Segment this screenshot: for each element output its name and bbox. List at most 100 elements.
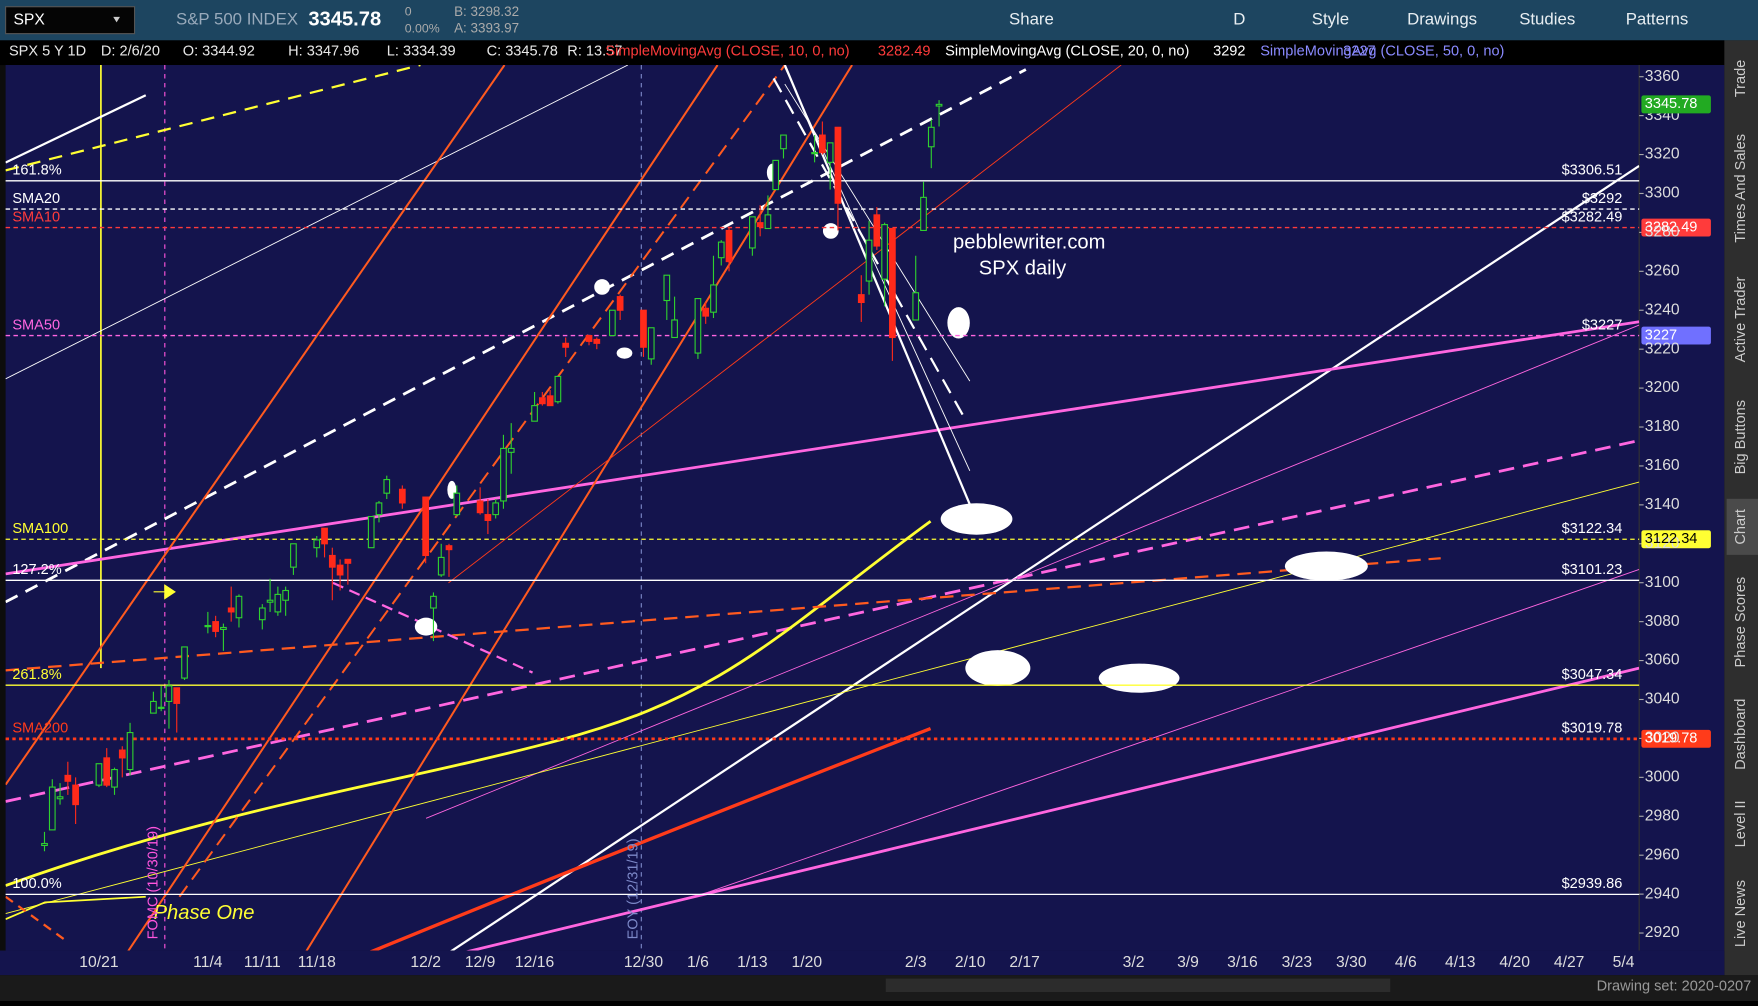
trendline [5,94,147,164]
y-tick-label: 3140 [1645,496,1680,513]
trendline [772,77,968,423]
level-value: $3047.34 [1562,667,1623,683]
trendline [450,164,1640,951]
ellipse [1098,663,1180,693]
last-price-badge-label: 3345.78 [1645,96,1698,112]
candle-body [453,492,461,516]
level-value: $2939.86 [1562,876,1623,892]
symbol-box[interactable] [5,6,136,35]
annotation: EOY (12/31/19) [625,838,641,939]
x-axis-bar [0,950,1725,976]
dropdown-icon[interactable] [113,16,120,23]
candle-body [204,624,212,628]
info-bar [0,40,1725,66]
y-tick-label: 3020 [1645,730,1680,747]
info-field: O: 3344.92 [183,43,255,59]
side-tab[interactable]: Level II [1733,800,1749,847]
x-tick-label: 11/4 [193,954,223,971]
y-tick-label: 3360 [1645,68,1680,85]
toolbar-button[interactable]: Drawings [1407,10,1477,29]
candle-body [95,763,103,786]
x-tick-label: 2/3 [905,954,927,971]
trendline [5,557,1441,672]
level-label: SMA20 [12,191,60,207]
ellipse [1284,551,1368,581]
candle-body [41,842,48,847]
toolbar-button[interactable]: Style [1312,10,1349,29]
candle-body [150,700,157,714]
candle-body [328,554,336,568]
level-label: SMA10 [12,209,60,225]
x-tick-label: 4/6 [1395,954,1417,971]
candle-body [173,687,181,704]
toolbar-button[interactable]: Patterns [1626,10,1689,29]
info-field: SPX 5 Y 1D [9,43,86,59]
scroll-thumb[interactable] [885,978,1391,993]
x-tick-label: 10/21 [79,954,118,971]
y-tick-label: 3080 [1645,613,1680,630]
scrollbar[interactable] [0,975,1758,1001]
side-tab[interactable]: Chart [1733,509,1749,545]
side-tab[interactable]: Dashboard [1733,699,1749,770]
y-tick-label: 3260 [1645,262,1680,279]
drawing-set: Drawing set: 2020-0207 [1597,978,1752,994]
level-label: SMA200 [12,721,68,737]
description: S&P 500 INDEX [176,10,298,29]
y-tick-label: 2960 [1645,846,1680,863]
trendline [783,65,971,505]
trendline [5,65,421,172]
active-tab [1726,498,1758,555]
candle-body [313,539,321,549]
y-tick-label: 3040 [1645,691,1680,708]
candle-body [663,274,671,302]
level-label: 127.2% [12,562,61,578]
info-field: C: 3345.78 [487,43,558,59]
ellipse [414,617,438,636]
toolbar-button[interactable]: D [1233,10,1245,29]
x-tick-label: 3/16 [1227,954,1258,971]
side-tab[interactable]: Active Trader [1733,276,1749,362]
candle-body [321,527,328,545]
candle-body [181,646,188,679]
change-pct: 0.00% [405,21,440,35]
y-tick-label: 3100 [1645,574,1680,591]
candle-body [912,292,920,321]
toolbar-button[interactable]: Share [1009,10,1054,29]
x-tick-label: 12/2 [410,954,441,971]
x-tick-label: 1/13 [737,954,768,971]
side-tab[interactable]: Trade [1733,60,1749,98]
level-label: 261.8% [12,667,61,683]
drawings [5,65,1640,951]
candle-body [772,159,780,191]
side-tab[interactable]: Phase Scores [1733,577,1749,668]
candle-body [935,103,943,107]
candle-body [476,500,484,514]
candle-body [282,589,290,601]
candle-body [212,621,219,632]
price-badge-label: 3019.78 [1645,731,1698,747]
side-tab[interactable]: Big Buttons [1733,400,1749,474]
info-field: D: 2/6/20 [101,43,160,59]
candle-body [585,334,593,342]
symbol: SPX [13,11,45,28]
annotation: SPX daily [979,257,1067,279]
y-tick-label: 3000 [1645,768,1680,785]
toolbar-button[interactable]: Studies [1519,10,1575,29]
last-price-badge [1641,95,1711,114]
level-value: $3101.23 [1562,562,1623,578]
side-tab[interactable]: Times And Sales [1733,134,1749,243]
candle-body [227,607,235,613]
annotation: FOMC (10/30/19) [145,826,161,939]
side-tab[interactable]: Live News [1733,880,1749,947]
candle-body [764,214,772,230]
y-tick-label: 3160 [1645,457,1680,474]
x-tick-label: 5/4 [1613,954,1635,971]
x-tick-label: 3/9 [1177,954,1199,971]
candles [41,100,943,852]
candle-body [165,685,173,702]
study-name: SimpleMovingAvg (CLOSE, 20, 0, no) [945,43,1189,59]
price-badge-label: 3282.49 [1645,219,1698,235]
candle-body [710,284,717,313]
trendline [5,481,1640,915]
candle-body [157,706,165,709]
